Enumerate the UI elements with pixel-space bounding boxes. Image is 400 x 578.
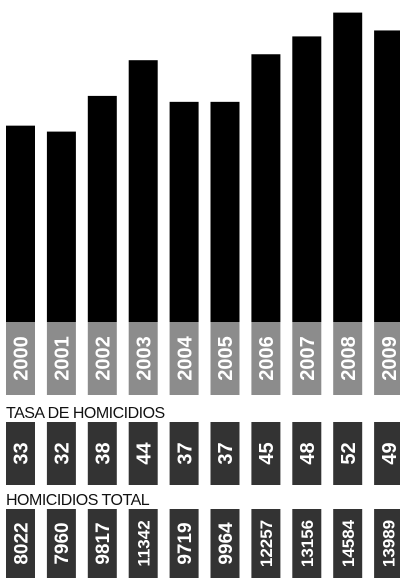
- bar-2008: [333, 12, 363, 322]
- year-2005-label: 2005: [215, 336, 237, 381]
- year-2007-box: [292, 322, 322, 395]
- total-2005-label: 9964: [216, 522, 237, 565]
- bar-2000: [6, 125, 35, 323]
- rate-2009-box: [374, 422, 400, 485]
- year-labels-group: 2000 2001 2002 2003 2004 2005 2006 2007 2008 2009: [6, 322, 400, 395]
- rate-2003-box: [128, 422, 158, 485]
- rate-2001-box: [46, 422, 76, 485]
- rate-2008-box: [333, 422, 363, 485]
- bar-2005: [210, 101, 240, 322]
- year-2006-box: [251, 322, 281, 395]
- rate-2002-label: 38: [93, 442, 115, 464]
- year-2008-box: [333, 322, 363, 395]
- year-2002-label: 2002: [93, 336, 115, 381]
- rate-2009-label: 49: [379, 442, 400, 464]
- total-2008-box: [333, 509, 363, 578]
- bars-group: [6, 12, 400, 323]
- year-2004-box: [169, 322, 199, 395]
- rate-2002-box: [87, 422, 117, 485]
- total-2004-box: [169, 509, 199, 578]
- total-2005-box: [210, 509, 240, 578]
- total-2002-box: [87, 509, 117, 578]
- bar-2009: [374, 30, 400, 322]
- total-2000-label: 8022: [11, 522, 32, 564]
- year-2003-box: [128, 322, 158, 395]
- total-2006-label: 12257: [257, 520, 276, 567]
- total-2001-label: 7960: [52, 522, 73, 564]
- year-2001-label: 2001: [52, 336, 74, 381]
- rate-2007-box: [292, 422, 322, 485]
- year-2005-box: [210, 322, 240, 395]
- rate-2007-label: 48: [297, 442, 319, 464]
- rate-2004-label: 37: [174, 442, 196, 464]
- total-2003-box: [128, 509, 158, 578]
- rate-2006-label: 45: [256, 442, 278, 464]
- rate-2005-label: 37: [215, 442, 237, 464]
- total-2006-box: [251, 509, 281, 578]
- year-2000-box: [6, 322, 35, 395]
- total-heading: HOMICIDIOS TOTAL: [6, 492, 150, 509]
- year-2009-box: [374, 322, 400, 395]
- rate-2005-box: [210, 422, 240, 485]
- rate-2004-box: [169, 422, 199, 485]
- total-2009-label: 13989: [380, 520, 399, 567]
- rate-2006-box: [251, 422, 281, 485]
- bar-2006: [251, 54, 281, 322]
- year-2003-label: 2003: [133, 336, 155, 381]
- year-2007-label: 2007: [297, 336, 319, 381]
- year-2008-label: 2008: [338, 336, 360, 381]
- rate-heading: TASA DE HOMICIDIOS: [6, 405, 165, 422]
- rate-values-group: 33 32 38 44 37 37 45 48 52 49: [6, 422, 400, 485]
- bar-2002: [87, 95, 117, 323]
- total-values-group: 8022 7960 9817 11342 9719 9964 12257 13156 14584…: [6, 509, 400, 578]
- year-2000-label: 2000: [11, 336, 33, 381]
- bar-2001: [46, 131, 76, 322]
- year-2006-label: 2006: [256, 336, 278, 381]
- rate-2008-label: 52: [338, 442, 360, 464]
- rate-2001-label: 32: [52, 442, 74, 464]
- year-2004-label: 2004: [174, 335, 196, 380]
- total-2001-box: [46, 509, 76, 578]
- total-2002-label: 9817: [93, 522, 114, 564]
- year-2002-box: [87, 322, 117, 395]
- bar-2007: [292, 36, 322, 323]
- total-2009-box: [374, 509, 400, 578]
- bar-2004: [169, 101, 199, 322]
- rate-2003-label: 44: [133, 442, 155, 465]
- total-2008-label: 14584: [339, 519, 358, 567]
- total-2000-box: [6, 509, 35, 578]
- total-2007-box: [292, 509, 322, 578]
- total-2004-label: 9719: [175, 522, 196, 564]
- rate-2000-box: [6, 422, 35, 485]
- year-2001-box: [46, 322, 76, 395]
- total-2007-label: 13156: [298, 520, 317, 567]
- rate-2000-label: 33: [11, 442, 33, 464]
- year-2009-label: 2009: [379, 336, 400, 381]
- total-2003-label: 11342: [134, 520, 153, 566]
- bar-2003: [128, 60, 158, 322]
